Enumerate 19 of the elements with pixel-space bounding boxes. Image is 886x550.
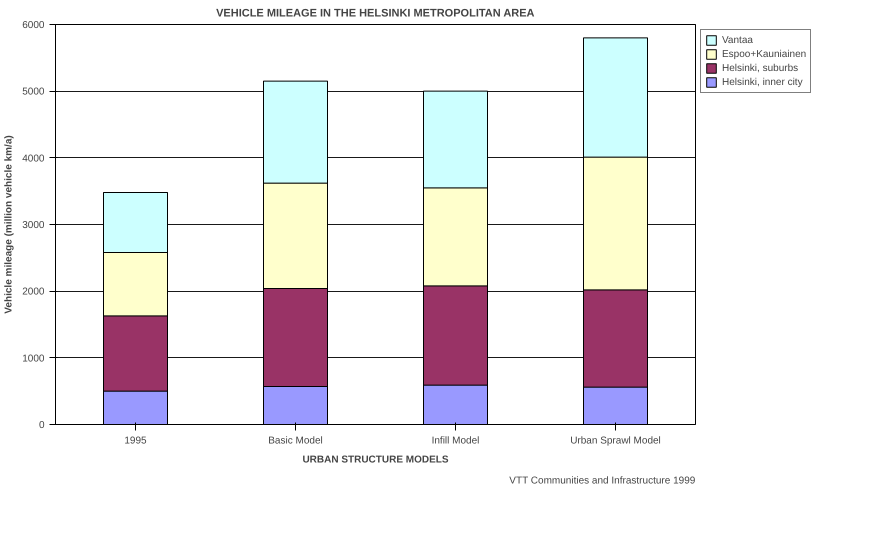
y-tick-label: 2000 xyxy=(22,286,45,298)
x-tick-label: 1995 xyxy=(124,436,148,446)
legend-label: Helsinki, inner city xyxy=(722,76,803,88)
legend-label: Helsinki, suburbs xyxy=(722,62,798,74)
y-tick-label: 6000 xyxy=(22,20,45,31)
y-tick-label: 0 xyxy=(38,420,45,431)
y-tick-label: 1000 xyxy=(22,353,45,364)
x-axis-title: URBAN STRUCTURE MODELS xyxy=(302,454,449,466)
y-tick-label: 5000 xyxy=(22,86,45,98)
text: VTT Communities and Infrastructure 1999 xyxy=(509,476,696,486)
x-tick-label: Urban Sprawl Model xyxy=(570,436,661,446)
y-axis-title: Vehicle mileage (million vehicle km/a) xyxy=(3,135,14,314)
x-tick-label: Basic Model xyxy=(268,436,323,446)
x-tick-label: Infill Model xyxy=(432,436,480,446)
legend-label: Espoo+Kauniainen xyxy=(722,48,806,60)
chart-title: VEHICLE MILEAGE IN THE HELSINKI METROPOLITAN AREA xyxy=(216,8,535,20)
y-tick-label: 4000 xyxy=(22,153,45,164)
y-tick-label: 3000 xyxy=(22,220,45,231)
legend-label: Vantaa xyxy=(722,34,753,46)
